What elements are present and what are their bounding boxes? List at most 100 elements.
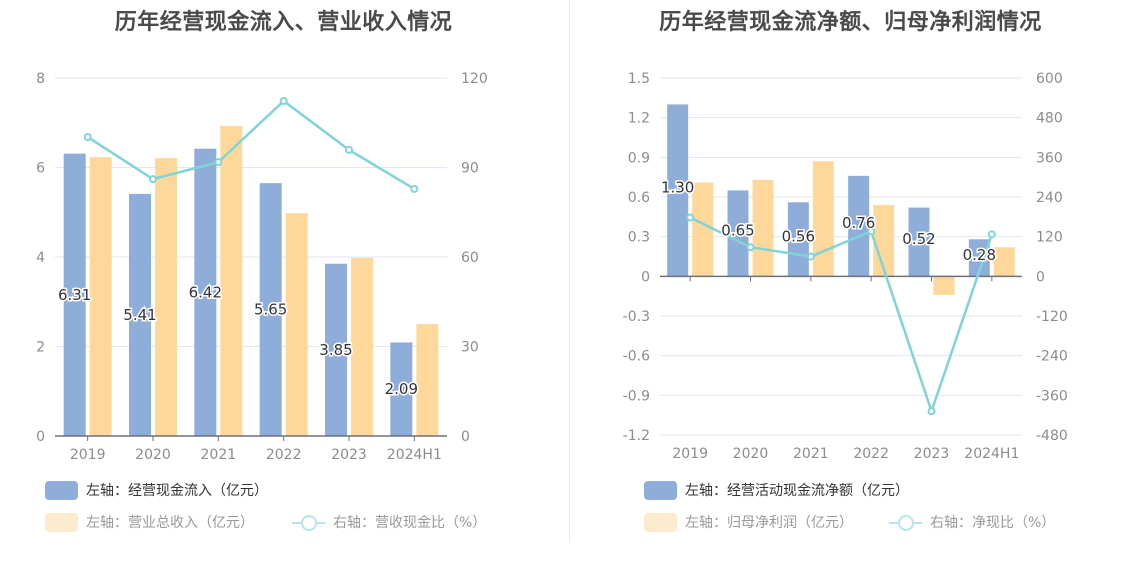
chart-title: 历年经营现金流入、营业收入情况 bbox=[114, 10, 453, 35]
data-label: 0.52 bbox=[902, 230, 935, 248]
right-axis-tick-label: 60 bbox=[461, 250, 479, 266]
x-axis-tick-label: 2024H1 bbox=[964, 446, 1019, 462]
bar-series-2 bbox=[220, 125, 243, 436]
right-axis-tick-label: 360 bbox=[1036, 150, 1063, 166]
x-axis-tick-label: 2020 bbox=[733, 446, 769, 462]
left-axis-tick-label: 8 bbox=[36, 71, 45, 87]
left-axis-tick-label: 0 bbox=[641, 269, 650, 285]
bar-series-2 bbox=[812, 161, 834, 277]
legend-item-net-operating-cash[interactable]: 左轴：经营活动现金流净额（亿元） bbox=[644, 480, 909, 500]
data-label: 5.41 bbox=[123, 306, 156, 324]
legend-swatch-bar bbox=[644, 480, 677, 500]
line-point bbox=[279, 96, 288, 105]
left-axis-tick-label: 0.3 bbox=[628, 230, 650, 246]
right-axis-tick-label: 90 bbox=[461, 161, 479, 177]
data-label: 5.65 bbox=[254, 301, 287, 319]
data-label: 6.42 bbox=[189, 283, 222, 301]
data-label: 6.31 bbox=[58, 286, 91, 304]
bar-series-1 bbox=[194, 148, 217, 436]
right-axis-tick-label: 480 bbox=[1036, 111, 1063, 127]
bar-series-2 bbox=[155, 158, 177, 437]
left-axis-tick-label: 0 bbox=[36, 429, 45, 445]
legend-item-revenue[interactable]: 左轴：营业总收入（亿元） bbox=[45, 512, 254, 532]
x-axis-tick-label: 2023 bbox=[914, 446, 950, 462]
data-label: 0.28 bbox=[963, 246, 996, 264]
line-series bbox=[86, 99, 415, 191]
x-axis-tick-label: 2019 bbox=[672, 446, 708, 462]
line-point bbox=[867, 227, 876, 236]
data-label: 1.30 bbox=[661, 178, 694, 196]
left-axis-tick-label: 0.9 bbox=[628, 150, 650, 166]
bar-series-1 bbox=[325, 263, 347, 436]
data-label: 3.85 bbox=[319, 341, 352, 359]
left-axis-tick-label: -0.9 bbox=[623, 388, 650, 404]
line-point bbox=[746, 243, 755, 252]
bar-series-2 bbox=[416, 324, 439, 436]
line-point bbox=[345, 145, 353, 154]
bar-series-2 bbox=[351, 257, 373, 436]
bar-series-2 bbox=[993, 247, 1015, 277]
legend-label: 左轴：经营活动现金流净额（亿元） bbox=[685, 483, 909, 499]
legend-swatch-bar bbox=[45, 480, 78, 500]
bar-series-1 bbox=[787, 202, 809, 277]
left-axis-tick-label: 6 bbox=[36, 161, 45, 177]
left-axis-tick-label: 4 bbox=[36, 250, 45, 266]
legend-label: 左轴：经营现金流入（亿元） bbox=[86, 483, 268, 499]
left-axis-tick-label: 1.2 bbox=[628, 111, 650, 127]
right-axis-tick-label: -240 bbox=[1036, 349, 1068, 365]
right-axis-tick-label: -120 bbox=[1036, 309, 1068, 325]
data-label: 2.09 bbox=[385, 380, 418, 398]
right-axis-tick-label: 0 bbox=[1036, 269, 1045, 285]
bar-series-1 bbox=[908, 207, 930, 277]
chart-panel-net-cash-net-profit: 历年经营现金流净额、归母净利润情况 -1.2 -0.9 -0.6 -0.3 0 0.3 0.… bbox=[567, 0, 1134, 582]
bar-series-2 bbox=[89, 157, 112, 436]
bar-series-2 bbox=[692, 182, 714, 277]
right-axis-tick-label: 120 bbox=[461, 71, 488, 87]
line-point bbox=[83, 133, 92, 142]
line-point bbox=[214, 158, 223, 167]
right-axis-tick-label: 240 bbox=[1036, 190, 1063, 206]
line-point bbox=[149, 175, 157, 184]
data-label: 0.76 bbox=[842, 214, 875, 232]
x-axis-tick-label: 2021 bbox=[201, 447, 237, 463]
bar-series-2 bbox=[752, 179, 774, 277]
bar-series-1 bbox=[667, 104, 689, 277]
left-axis-tick-label: -1.2 bbox=[623, 428, 650, 444]
bar-series-2 bbox=[285, 213, 308, 436]
left-axis-tick-label: 0.6 bbox=[628, 190, 650, 206]
legend-swatch-bar bbox=[45, 512, 78, 532]
left-axis-tick-label: -0.6 bbox=[623, 349, 650, 365]
x-axis-tick-label: 2022 bbox=[266, 447, 302, 463]
x-axis-tick-label: 2024H1 bbox=[387, 447, 442, 463]
chart-title: 历年经营现金流净额、归母净利润情况 bbox=[659, 10, 1042, 35]
bar-series-1 bbox=[390, 342, 413, 436]
legend-item-cash-inflow[interactable]: 左轴：经营现金流入（亿元） bbox=[45, 480, 268, 500]
right-axis-tick-label: 0 bbox=[461, 429, 470, 445]
legend-label: 左轴：归母净利润（亿元） bbox=[685, 515, 853, 531]
bar-series-1 bbox=[63, 153, 86, 436]
chart-panel-cash-inflow-revenue: 历年经营现金流入、营业收入情况 0 2 4 6 8 0 30 60 90 120 2019 2020 2… bbox=[36, 10, 488, 532]
bar-series-1 bbox=[259, 183, 282, 436]
x-axis-tick-label: 2022 bbox=[853, 446, 889, 462]
left-axis-tick-label: 1.5 bbox=[628, 71, 650, 87]
right-axis-tick-label: -480 bbox=[1036, 428, 1068, 444]
legend-line-marker-icon bbox=[292, 513, 325, 532]
x-axis-tick-label: 2021 bbox=[793, 446, 829, 462]
chart-canvas: -1.2 -0.9 -0.6 -0.3 0 0.3 0.6 0.9 1.2 1.5 -480 -360… bbox=[623, 71, 1068, 462]
legend-item-net-cash-ratio[interactable]: 右轴：净现比（%） bbox=[889, 512, 1055, 532]
line-point bbox=[410, 184, 419, 193]
x-axis-tick-label: 2019 bbox=[70, 447, 106, 463]
panel-divider bbox=[569, 0, 570, 542]
line-point bbox=[987, 230, 996, 239]
right-axis-tick-label: 30 bbox=[461, 340, 479, 356]
line-point bbox=[806, 252, 815, 261]
left-axis-tick-label: 2 bbox=[36, 340, 45, 356]
line-series bbox=[689, 216, 994, 413]
x-axis-tick-label: 2023 bbox=[331, 447, 367, 463]
legend-item-revenue-cash-ratio[interactable]: 右轴：营收现金比（%） bbox=[292, 512, 486, 532]
legend-item-net-profit[interactable]: 左轴：归母净利润（亿元） bbox=[644, 512, 853, 532]
bar-series-2 bbox=[933, 276, 955, 295]
data-label: 0.56 bbox=[782, 227, 815, 245]
data-label: 0.65 bbox=[721, 221, 754, 239]
legend-label: 右轴：净现比（%） bbox=[930, 515, 1056, 531]
